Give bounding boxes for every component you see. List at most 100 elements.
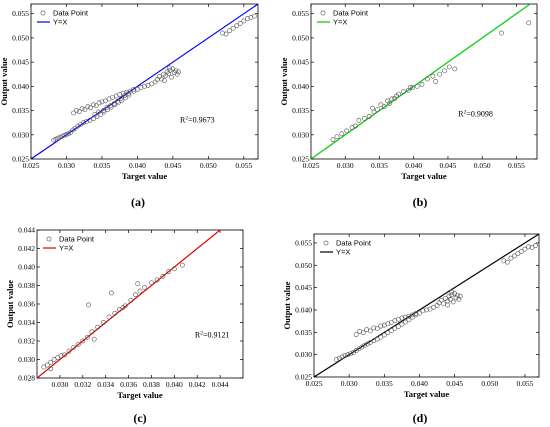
x-tick-label: 0.045 xyxy=(164,161,181,170)
x-tick-label: 0.055 xyxy=(517,379,534,388)
data-point xyxy=(401,89,406,95)
y-tick-label: 0.045 xyxy=(292,58,309,67)
panel-label: (d) xyxy=(413,411,428,425)
x-tick-label: 0.044 xyxy=(212,380,229,389)
data-point xyxy=(389,96,395,102)
yx-line xyxy=(311,4,532,159)
data-point xyxy=(504,259,510,265)
y-tick-label: 0.040 xyxy=(295,305,312,314)
y-tick-label: 0.055 xyxy=(295,238,312,247)
data-point xyxy=(99,99,105,105)
data-point xyxy=(223,31,229,37)
data-point xyxy=(142,83,147,89)
x-tick-label: 0.025 xyxy=(303,161,320,170)
data-point xyxy=(533,243,538,249)
data-point xyxy=(448,296,453,302)
data-point xyxy=(526,244,531,250)
legend-label-yx: Y=X xyxy=(333,18,347,27)
data-point xyxy=(76,109,82,114)
x-tick-label: 0.055 xyxy=(235,161,252,170)
data-point xyxy=(48,366,54,372)
data-point xyxy=(445,302,450,308)
data-point xyxy=(125,91,131,97)
data-point xyxy=(345,352,351,358)
data-point xyxy=(160,273,166,279)
data-point xyxy=(115,98,120,104)
x-tick-label: 0.038 xyxy=(143,380,160,389)
data-point xyxy=(385,330,391,336)
data-point xyxy=(244,16,250,21)
data-point xyxy=(388,328,394,333)
y-tick-label: 0.028 xyxy=(18,374,35,383)
plot-frame xyxy=(313,233,540,378)
y-tick-label: 0.050 xyxy=(295,261,312,270)
data-point xyxy=(72,126,78,131)
x-tick-label: 0.034 xyxy=(97,380,114,389)
data-point xyxy=(450,299,456,305)
data-point xyxy=(161,78,167,83)
x-tick-label: 0.030 xyxy=(58,161,75,170)
y-axis-label: Output value xyxy=(282,281,292,329)
data-point xyxy=(75,342,81,348)
y-tick-label: 0.035 xyxy=(292,106,309,115)
data-point xyxy=(526,20,532,26)
data-point xyxy=(122,93,128,98)
y-tick-label: 0.038 xyxy=(18,281,35,290)
x-tick-label: 0.040 xyxy=(411,379,428,388)
data-point xyxy=(339,131,345,137)
y-tick-label: 0.030 xyxy=(295,350,312,359)
data-point xyxy=(407,84,413,90)
x-axis-label: Target value xyxy=(404,389,449,399)
data-point xyxy=(62,352,67,358)
r-squared-annotation: R2=0.9121 xyxy=(195,330,230,339)
x-tick-label: 0.050 xyxy=(200,161,217,170)
data-point xyxy=(142,284,147,290)
data-point xyxy=(424,307,429,313)
data-point xyxy=(430,73,436,79)
data-point xyxy=(353,332,359,337)
data-point xyxy=(498,30,504,36)
data-point xyxy=(437,71,443,77)
plot-frame xyxy=(310,3,538,160)
data-point xyxy=(366,113,372,119)
data-point xyxy=(414,83,420,89)
data-point xyxy=(135,86,140,92)
data-point xyxy=(82,107,88,112)
data-point xyxy=(453,295,459,301)
data-point xyxy=(85,104,91,110)
y-tick-label: 0.025 xyxy=(295,373,312,382)
data-point xyxy=(227,28,233,34)
data-point xyxy=(413,311,419,316)
data-point xyxy=(508,255,514,261)
data-point xyxy=(71,110,76,116)
data-point xyxy=(420,308,426,314)
x-tick-label: 0.040 xyxy=(129,161,146,170)
plot-area xyxy=(37,230,222,378)
y-axis-label: Output value xyxy=(279,57,289,105)
data-point xyxy=(86,302,91,308)
x-tick-label: 0.030 xyxy=(341,379,358,388)
data-point xyxy=(154,277,160,283)
data-point xyxy=(378,334,384,340)
data-point xyxy=(167,67,173,73)
data-point xyxy=(149,280,154,286)
data-point xyxy=(120,90,126,96)
data-point xyxy=(171,266,177,272)
data-point xyxy=(44,362,50,368)
x-tick-label: 0.035 xyxy=(371,161,388,170)
data-point xyxy=(446,64,452,70)
data-point xyxy=(159,76,164,82)
y-axis-label: Output value xyxy=(5,280,15,328)
data-point xyxy=(95,109,101,115)
data-point xyxy=(365,341,370,347)
data-point xyxy=(440,301,446,307)
data-point xyxy=(417,310,422,316)
data-point xyxy=(360,330,366,336)
data-point xyxy=(133,292,138,298)
data-point xyxy=(91,116,96,122)
data-point xyxy=(61,132,67,138)
r-squared-annotation: R2=0.9098 xyxy=(458,109,493,118)
data-point xyxy=(410,314,415,320)
data-point xyxy=(378,323,384,329)
legend-label-yx: Y=X xyxy=(53,18,67,27)
